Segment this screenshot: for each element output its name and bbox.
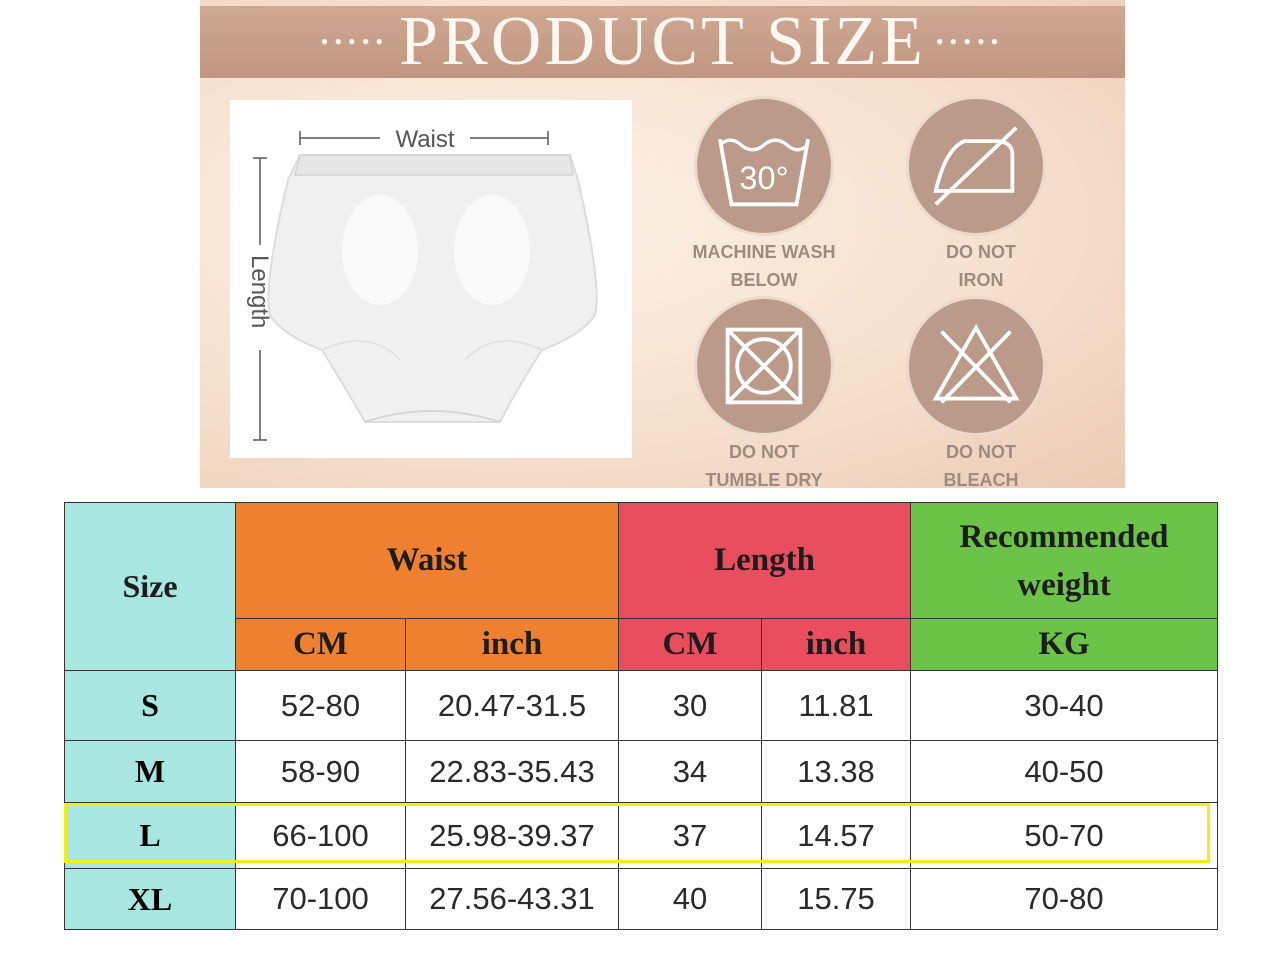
wash-temp-label: 30°	[739, 160, 788, 196]
size-cell: M	[64, 740, 236, 803]
length-cm-cell: 40	[618, 868, 762, 930]
care-label-line1: MACHINE WASH	[692, 242, 836, 262]
waist-dimension-label: Waist	[395, 126, 454, 153]
waist-cm-cell: 66-100	[235, 802, 406, 869]
length-cm-cell: 30	[618, 670, 762, 741]
care-label-do-not-bleach: DO NOT BLEACH	[871, 438, 1091, 488]
care-label-machine-wash: MACHINE WASH BELOW	[654, 238, 874, 294]
length-inch-cell: 11.81	[760, 670, 912, 741]
care-label-line1: DO NOT	[946, 242, 1016, 262]
care-label-do-not-iron: DO NOT IRON	[871, 238, 1091, 294]
banner-title: PRODUCT SIZE	[399, 3, 926, 80]
care-label-line2: IRON	[958, 270, 1004, 290]
table-row: M 58-90 22.83-35.43 34 13.38 40-50	[64, 740, 1219, 803]
length-cm-cell: 34	[618, 740, 762, 803]
care-do-not-iron	[906, 96, 1046, 236]
care-label-line1: DO NOT	[729, 442, 799, 462]
waist-inch-header: inch	[405, 618, 619, 671]
care-do-not-bleach	[906, 296, 1046, 436]
product-image: Waist Length	[230, 100, 632, 458]
waist-cm-cell: 70-100	[235, 868, 406, 930]
length-inch-cell: 14.57	[760, 802, 912, 869]
size-chart-table: Size Waist Length Recommended weight CM …	[64, 502, 1219, 930]
waist-cm-header: CM	[235, 618, 406, 671]
header-row: Size Waist Length Recommended weight	[64, 502, 1219, 671]
table-row-highlighted: L 66-100 25.98-39.37 37 14.57 50-70	[64, 802, 1219, 869]
size-header: Size	[64, 502, 236, 671]
waist-inch-cell: 25.98-39.37	[405, 802, 619, 869]
product-size-banner: ••••• PRODUCT SIZE ••••• Waist Length	[200, 0, 1125, 488]
length-cm-cell: 37	[618, 802, 762, 869]
do-not-iron-icon	[933, 126, 1018, 206]
care-label-line2: BELOW	[730, 270, 798, 290]
size-cell: L	[64, 802, 236, 869]
care-label-line2: BLEACH	[943, 470, 1019, 488]
machine-wash-30-icon: 30°	[718, 138, 810, 207]
care-label-do-not-tumble-dry: DO NOT TUMBLE DRY	[654, 438, 874, 488]
weight-kg-header: KG	[910, 618, 1219, 671]
waist-inch-cell: 22.83-35.43	[405, 740, 619, 803]
weight-cell: 40-50	[910, 740, 1219, 803]
title-dots-right: •••••	[935, 29, 1005, 54]
weight-cell: 30-40	[910, 670, 1219, 741]
size-cell: XL	[64, 868, 236, 930]
care-do-not-tumble-dry	[694, 296, 834, 436]
subheader-row: CM inch CM inch KG	[65, 618, 1219, 671]
product-illustration: Waist Length	[246, 126, 598, 441]
do-not-tumble-dry-icon	[725, 327, 803, 405]
banner-title-bar: ••••• PRODUCT SIZE •••••	[200, 3, 1125, 80]
waist-cm-cell: 58-90	[235, 740, 406, 803]
care-label-line2: TUMBLE DRY	[705, 470, 823, 488]
length-inch-cell: 15.75	[760, 868, 912, 930]
table-row: XL 70-100 27.56-43.31 40 15.75 70-80	[64, 868, 1219, 930]
length-header: Length	[617, 502, 912, 619]
waist-inch-cell: 27.56-43.31	[405, 868, 619, 930]
size-cell: S	[64, 670, 236, 741]
waist-inch-cell: 20.47-31.5	[405, 670, 619, 741]
title-dots-left: •••••	[320, 29, 390, 54]
weight-header: Recommended weight	[910, 502, 1219, 619]
length-cm-header: CM	[618, 618, 762, 671]
care-machine-wash: 30°	[694, 96, 834, 236]
weight-cell: 70-80	[910, 868, 1219, 930]
waist-cm-cell: 52-80	[235, 670, 406, 741]
table-row: S 52-80 20.47-31.5 30 11.81 30-40	[64, 670, 1219, 741]
do-not-bleach-icon	[932, 323, 1020, 404]
length-inch-cell: 13.38	[760, 740, 912, 803]
length-inch-header: inch	[760, 618, 912, 671]
waist-header: Waist	[235, 502, 619, 619]
weight-cell: 50-70	[910, 802, 1219, 869]
care-label-line1: DO NOT	[946, 442, 1016, 462]
